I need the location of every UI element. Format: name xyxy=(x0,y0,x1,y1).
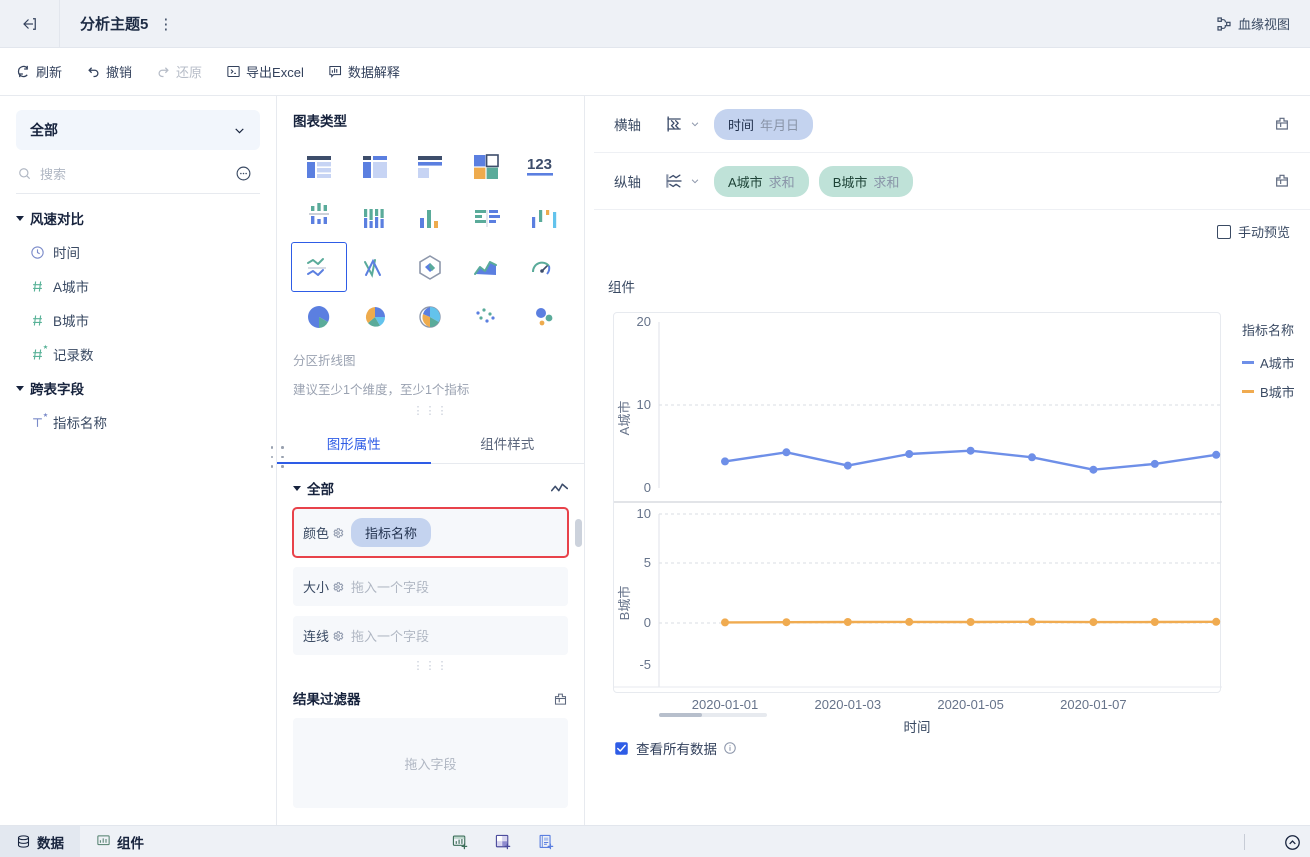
svg-text:10: 10 xyxy=(637,506,651,521)
svg-text:10: 10 xyxy=(637,397,651,412)
svg-text:5: 5 xyxy=(644,555,651,570)
svg-text:2020-01-05: 2020-01-05 xyxy=(937,697,1004,712)
svg-text:-5: -5 xyxy=(639,657,651,672)
svg-text:2020-01-03: 2020-01-03 xyxy=(815,697,882,712)
svg-text:0: 0 xyxy=(644,480,651,495)
svg-text:0: 0 xyxy=(644,615,651,630)
svg-text:2020-01-07: 2020-01-07 xyxy=(1060,697,1127,712)
svg-text:20: 20 xyxy=(637,314,651,329)
svg-text:123: 123 xyxy=(527,156,552,173)
svg-text:2020-01-01: 2020-01-01 xyxy=(692,697,759,712)
svg-text:B城市: B城市 xyxy=(617,586,632,621)
svg-text:A城市: A城市 xyxy=(617,401,632,436)
